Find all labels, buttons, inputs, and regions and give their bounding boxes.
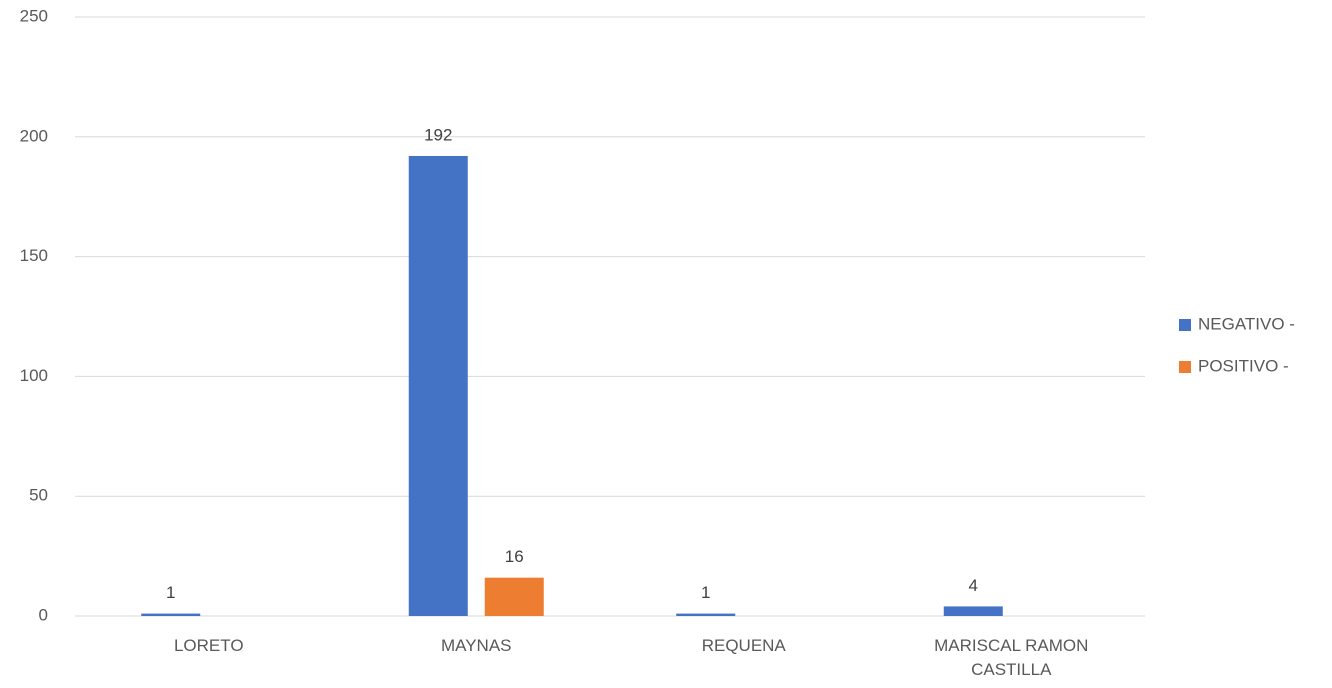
data-label: 192 xyxy=(424,125,452,144)
bar xyxy=(943,606,1003,616)
x-tick-label: MARISCAL RAMON CASTILLA xyxy=(934,636,1089,679)
legend-label: POSITIVO - xyxy=(1198,356,1289,375)
data-label: 16 xyxy=(505,547,524,566)
x-tick-label: REQUENA xyxy=(701,636,786,655)
bar xyxy=(676,613,736,616)
bar xyxy=(484,577,544,616)
y-tick-label: 0 xyxy=(39,605,48,624)
legend-swatch xyxy=(1179,361,1191,373)
y-tick-label: 100 xyxy=(20,366,48,385)
legend-label: NEGATIVO - xyxy=(1198,314,1295,333)
legend-swatch xyxy=(1179,319,1191,331)
y-tick-label: 200 xyxy=(20,126,48,145)
bar xyxy=(408,155,468,616)
x-tick-label: LORETO xyxy=(173,636,244,655)
y-tick-label: 50 xyxy=(29,486,48,505)
data-label: 4 xyxy=(969,576,978,595)
y-tick-label: 150 xyxy=(20,246,48,265)
data-label: 1 xyxy=(166,583,175,602)
x-tick-label: MAYNAS xyxy=(440,636,512,655)
data-label: 1 xyxy=(701,583,710,602)
bar xyxy=(141,613,201,616)
y-tick-label: 250 xyxy=(20,6,48,25)
